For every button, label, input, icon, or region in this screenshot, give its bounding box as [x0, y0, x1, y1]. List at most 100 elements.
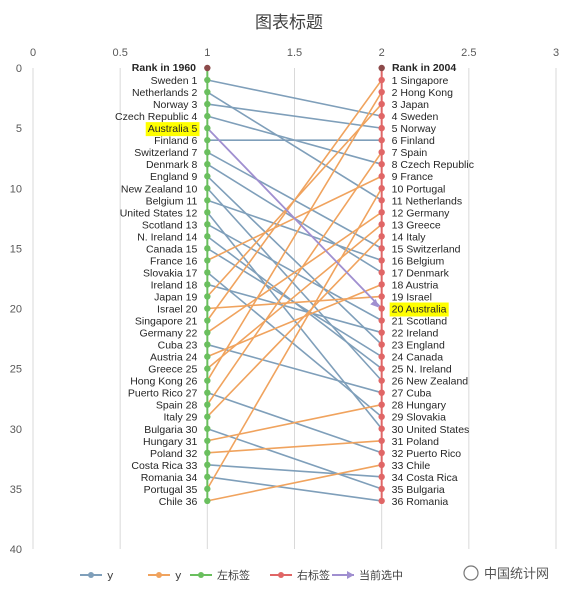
- left-header: Rank in 1960: [132, 62, 196, 74]
- right-rank-marker: [378, 305, 385, 312]
- left-country-label: Japan 19: [154, 291, 197, 303]
- right-country-label: 8 Czech Republic: [392, 159, 474, 171]
- legend-swatch-marker: [88, 572, 94, 578]
- right-rank-marker: [378, 161, 385, 168]
- right-country-label: 7 Spain: [392, 147, 428, 159]
- left-rank-marker: [204, 329, 211, 336]
- left-rank-marker: [204, 269, 211, 276]
- left-country-label: Singapore 21: [135, 316, 198, 328]
- legend-label: 左标签: [217, 568, 250, 582]
- x-tick-label: 3: [553, 47, 559, 59]
- slope-line: [206, 151, 383, 406]
- slope-line: [207, 476, 382, 502]
- left-country-label: New Zealand 10: [121, 183, 198, 195]
- left-rank-marker: [204, 461, 211, 469]
- right-rank-marker: [378, 425, 385, 432]
- slope-line: [207, 79, 382, 117]
- y-tick-label: 40: [10, 544, 22, 556]
- selected-arrowhead: [370, 298, 379, 308]
- legend: y y 左标签 右标签 当前选中: [80, 568, 403, 582]
- right-country-label: 23 England: [392, 340, 445, 352]
- left-rank-marker: [204, 341, 211, 348]
- left-country-label: Spain 28: [156, 400, 198, 412]
- left-rank-marker: [204, 136, 211, 144]
- left-country-label: Cuba 23: [158, 340, 198, 352]
- y-tick-label: 30: [10, 424, 22, 436]
- slope-line: [206, 187, 383, 382]
- left-rank-marker: [204, 437, 211, 444]
- right-country-label: 18 Austria: [392, 279, 439, 291]
- right-country-label: 32 Puerto Rico: [392, 448, 462, 460]
- left-country-label: Portugal 35: [144, 484, 198, 496]
- left-rank-marker: [204, 473, 211, 481]
- slope-line: [207, 283, 382, 334]
- right-rank-marker: [378, 449, 385, 456]
- left-country-label: N. Ireland 14: [137, 231, 197, 243]
- left-country-label: Italy 29: [163, 412, 197, 424]
- right-country-label: 11 Netherlands: [392, 195, 462, 207]
- right-rank-marker: [378, 245, 385, 252]
- chart-title: 图表标题: [255, 13, 323, 33]
- x-tick-label: 0: [30, 47, 36, 59]
- right-country-label: 5 Norway: [392, 123, 437, 135]
- legend-swatch-marker: [198, 572, 204, 578]
- right-country-label: 27 Cuba: [392, 388, 432, 400]
- right-rank-marker: [378, 341, 385, 348]
- left-country-label: Czech Republic 4: [115, 111, 197, 123]
- x-tick-label: 1: [204, 47, 210, 59]
- slope-line: [206, 211, 383, 334]
- right-country-label: 13 Greece: [392, 219, 441, 231]
- legend-swatch-marker: [156, 572, 162, 578]
- right-rank-marker: [378, 185, 385, 192]
- left-rank-marker: [204, 365, 211, 372]
- slope-line: [206, 187, 383, 490]
- right-country-label: 22 Ireland: [392, 328, 439, 340]
- left-country-label: Greece 25: [148, 364, 197, 376]
- right-country-label: 35 Bulgaria: [392, 484, 445, 496]
- right-rank-marker: [378, 461, 385, 469]
- y-tick-label: 15: [10, 243, 22, 255]
- right-rank-marker: [378, 148, 385, 156]
- left-country-label: Hungary 31: [143, 436, 197, 448]
- y-tick-label: 20: [10, 304, 22, 316]
- right-highlight-box: [389, 302, 449, 317]
- right-country-label: 6 Finland: [392, 135, 435, 147]
- slope-line: [206, 223, 383, 370]
- right-country-label: 12 Germany: [392, 207, 451, 219]
- left-country-label: Sweden 1: [151, 75, 198, 87]
- left-rank-marker: [204, 281, 211, 288]
- right-rank-marker: [378, 269, 385, 276]
- left-rank-marker: [204, 148, 211, 156]
- right-country-label: 15 Switzerland: [392, 243, 461, 255]
- y-tick-label: 5: [16, 123, 22, 135]
- right-rank-marker: [378, 353, 385, 360]
- right-country-label: 36 Romania: [392, 496, 449, 508]
- right-rank-marker: [378, 209, 385, 216]
- slope-line: [207, 199, 382, 262]
- right-country-label: 33 Chile: [392, 460, 431, 472]
- y-tick-label: 25: [10, 364, 22, 376]
- right-rank-marker: [378, 257, 385, 264]
- left-country-label: Costa Rica 33: [131, 460, 197, 472]
- left-rank-marker: [204, 185, 211, 192]
- watermark-icon: [463, 565, 479, 581]
- right-country-label: 1 Singapore: [392, 75, 449, 87]
- x-tick-label: 2.5: [461, 47, 476, 59]
- slope-line: [207, 464, 382, 478]
- left-highlight-box: [145, 122, 200, 137]
- left-rank-marker: [204, 88, 211, 96]
- left-rank-marker: [204, 449, 211, 456]
- left-rank-marker: [204, 197, 211, 204]
- slope-line: [207, 464, 382, 502]
- legend-swatch-arrow: [347, 571, 354, 579]
- left-rank-marker: [204, 209, 211, 216]
- right-country-label: 17 Denmark: [392, 267, 450, 279]
- right-country-label: 14 Italy: [392, 231, 427, 243]
- left-rank-marker: [204, 221, 211, 228]
- right-rank-marker: [378, 317, 385, 324]
- right-country-label: 19 Israel: [392, 291, 432, 303]
- right-country-label: 9 France: [392, 171, 434, 183]
- slope-line: [206, 79, 383, 321]
- slope-line: [207, 403, 382, 442]
- left-country-label: Austria 24: [150, 352, 197, 364]
